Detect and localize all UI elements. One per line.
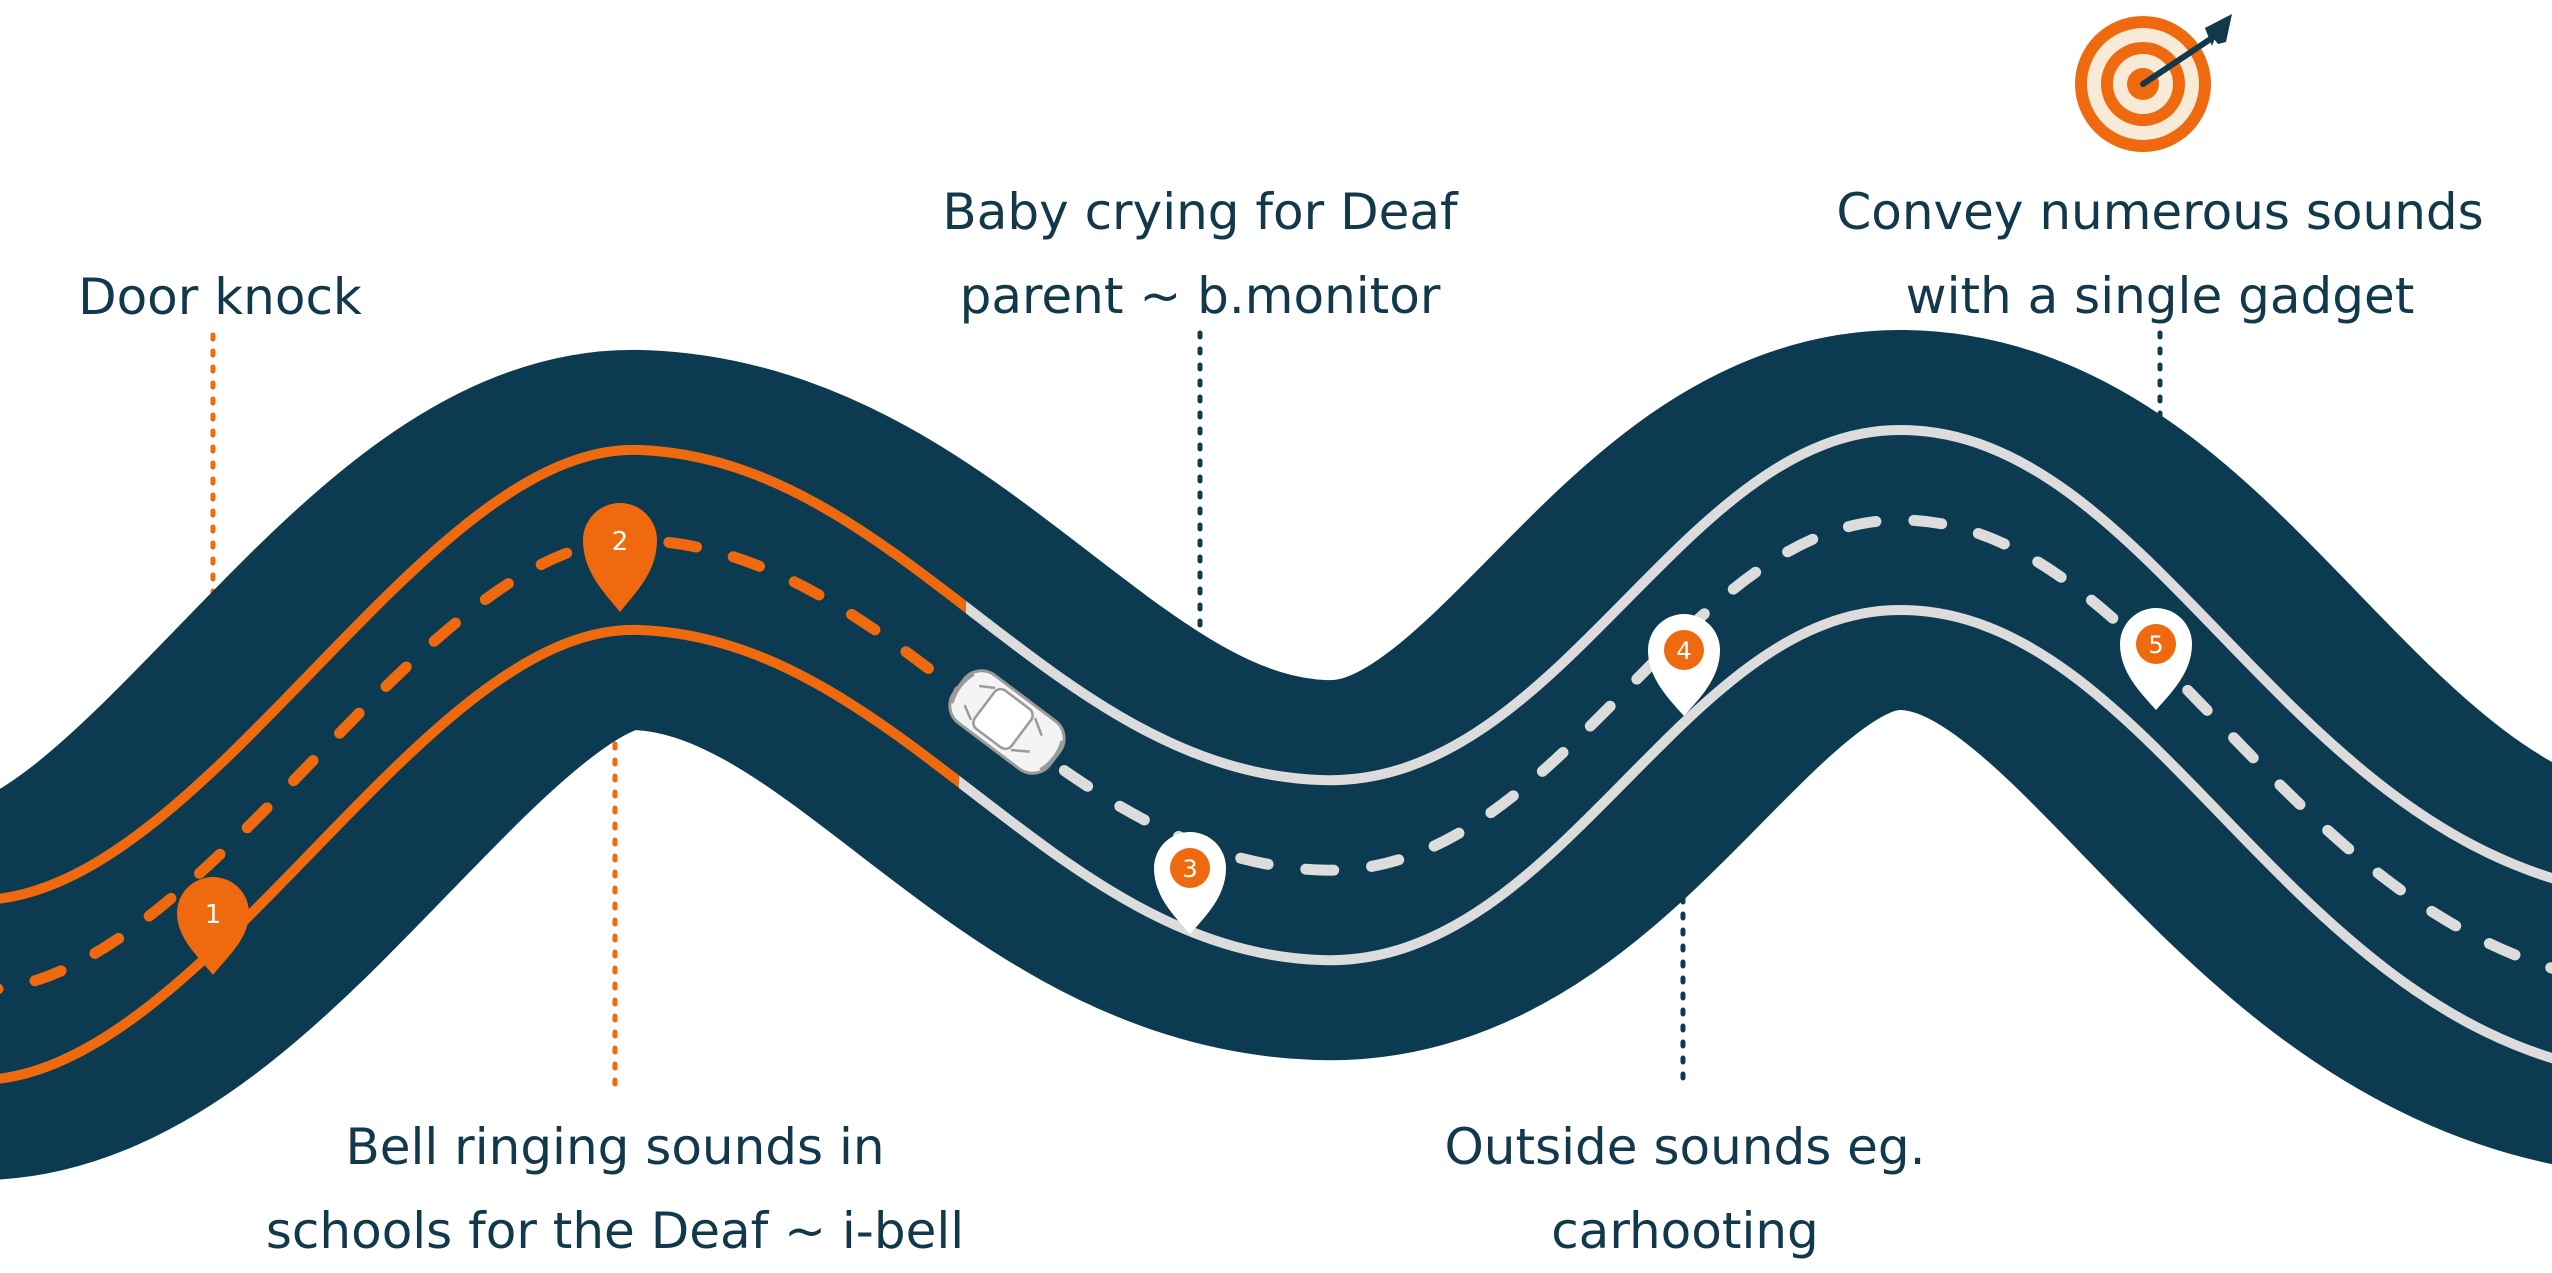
map-pin-1: 1 (177, 877, 249, 975)
pin-number-3: 3 (1182, 855, 1197, 883)
pin-number-1: 1 (205, 900, 222, 930)
map-pin-icon (177, 877, 249, 975)
milestone-label-5-line-1: Convey numerous sounds (1836, 183, 2484, 241)
milestone-label-2-line-2: schools for the Deaf ~ i-bell (265, 1202, 965, 1260)
road-center-dashes (0, 514, 2552, 996)
map-pin-2: 2 (583, 503, 657, 612)
milestone-label-4-line-2: carhooting (1551, 1202, 1819, 1260)
map-pin-3: 3 (1154, 832, 1226, 934)
milestone-label-3-line-2: parent ~ b.monitor (959, 267, 1441, 325)
target-with-dart-icon (2075, 14, 2232, 152)
road-edges-pending (940, 424, 2552, 1086)
milestone-label-2-line-1: Bell ringing sounds in (345, 1118, 885, 1176)
milestone-label-4-line-1: Outside sounds eg. (1444, 1118, 1926, 1176)
pin-number-2: 2 (612, 527, 629, 557)
car-icon (948, 669, 1066, 775)
map-pin-4: 4 (1648, 614, 1720, 716)
road-edges-completed (0, 424, 990, 1086)
pin-number-5: 5 (2148, 631, 2163, 659)
milestone-label-1: Door knock (40, 255, 400, 339)
milestone-label-5-line-2: with a single gadget (1905, 267, 2415, 325)
map-pin-5: 5 (2120, 608, 2192, 710)
milestone-label-2: Bell ringing sounds in schools for the D… (230, 1105, 1000, 1273)
map-pin-icon (583, 503, 657, 612)
milestone-label-1-line-1: Door knock (78, 268, 362, 326)
milestone-label-4: Outside sounds eg. carhooting (1330, 1105, 2040, 1273)
milestone-label-3: Baby crying for Deaf parent ~ b.monitor (830, 170, 1570, 338)
milestone-label-5: Convey numerous sounds with a single gad… (1780, 170, 2540, 338)
pin-number-4: 4 (1676, 637, 1691, 665)
milestone-label-3-line-1: Baby crying for Deaf (942, 183, 1458, 241)
